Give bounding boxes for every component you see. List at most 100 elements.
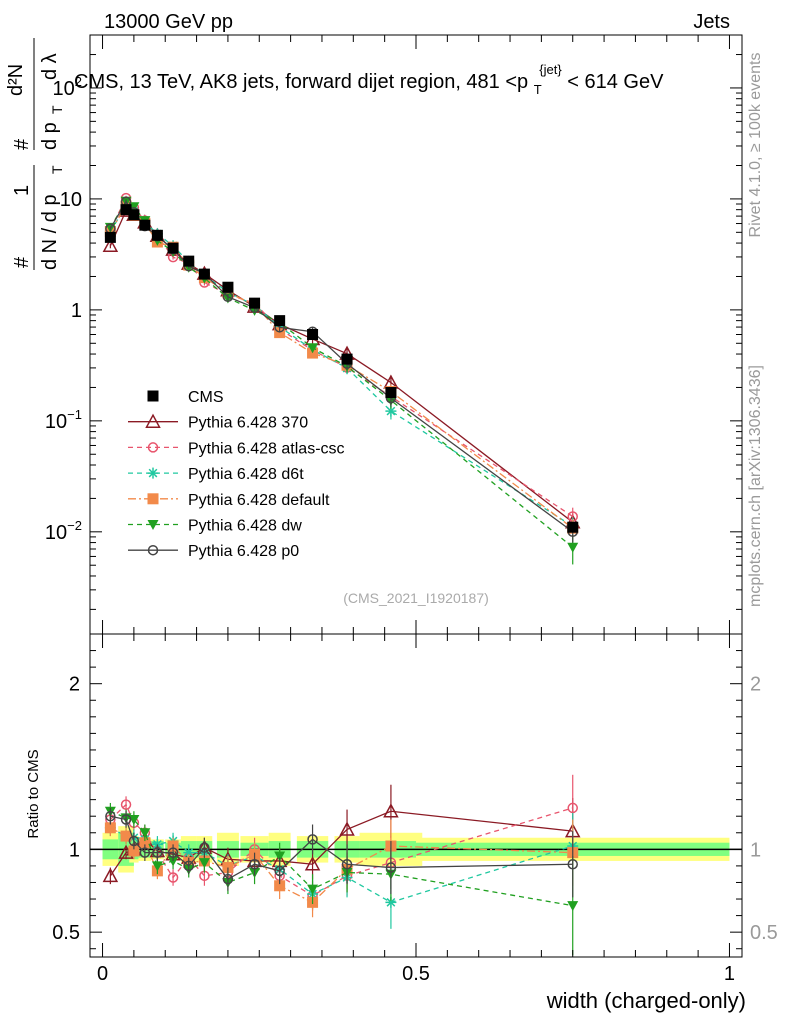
data-point — [128, 835, 140, 847]
data-point — [307, 343, 319, 354]
data-point — [274, 851, 286, 862]
legend-marker — [147, 442, 159, 453]
ratio-y-tick-label-right: 2 — [750, 674, 761, 696]
plot-title-sup: {jet} — [539, 62, 562, 77]
series-p0-ratio — [105, 807, 578, 898]
x-axis-label: width (charged-only) — [546, 988, 746, 1013]
y-tick-label-base: 10 — [45, 411, 67, 433]
legend-label: Pythia 6.428 d6t — [188, 466, 304, 483]
ratio-frame — [89, 633, 743, 958]
data-point — [120, 799, 132, 810]
legend-item-default: Pythia 6.428 default — [128, 492, 330, 509]
cms-data-point — [567, 521, 579, 533]
ylabel-hash-1: # — [11, 256, 33, 268]
ratio-y-tick-label-right: 1 — [750, 839, 761, 861]
ylabel-d2N: d²N — [5, 64, 27, 96]
cms-data-point — [104, 231, 116, 243]
series-cms-main — [104, 204, 579, 533]
data-point — [383, 803, 399, 818]
cms-data-point — [341, 353, 353, 365]
cms-data-point — [139, 219, 151, 231]
y-tick-label-base: 10 — [53, 78, 75, 100]
header-jets: Jets — [693, 11, 730, 33]
data-point — [102, 867, 119, 883]
cms-data-point — [183, 255, 195, 267]
cms-data-point — [249, 297, 261, 309]
data-point — [567, 901, 579, 912]
ratio-panel: 0.5 0.5 1 1 2 2 0 0.5 1 — [52, 35, 778, 985]
cms-data-point — [120, 204, 132, 216]
data-point — [151, 861, 163, 872]
plot-title: CMS, 13 TeV, AK8 jets, forward dijet reg… — [74, 57, 664, 99]
y-tick-label: 1 — [71, 300, 82, 322]
header-energy: 13000 GeV pp — [104, 11, 233, 33]
data-point — [139, 837, 151, 849]
data-point — [152, 847, 163, 858]
cms-data-point — [198, 268, 210, 280]
x-tick-label: 0.5 — [402, 963, 430, 985]
legend-label: CMS — [188, 389, 224, 406]
legend-item-atlas-csc: Pythia 6.428 atlas-csc — [128, 440, 345, 457]
data-point — [385, 862, 397, 873]
data-point — [102, 237, 119, 253]
plot-title-tail: < 614 GeV — [567, 71, 664, 93]
ylabel-dN-dp: d N / d p — [39, 194, 61, 270]
y-tick-label: 102 — [53, 74, 82, 100]
legend-marker — [145, 413, 161, 428]
legend-label: Pythia 6.428 370 — [188, 415, 308, 432]
y-tick-label-exp: −1 — [67, 407, 82, 422]
ylabel-T-1: T — [49, 165, 65, 174]
legend-marker — [147, 390, 159, 402]
legend-label: Pythia 6.428 default — [188, 492, 330, 509]
data-point — [567, 858, 578, 870]
plot-title-main: CMS, 13 TeV, AK8 jets, forward dijet reg… — [74, 71, 528, 93]
data-point-stroke — [184, 848, 194, 858]
data-point — [274, 327, 286, 339]
ratio-y-tick-label: 1 — [69, 839, 80, 861]
ratio-y-label: Ratio to CMS — [25, 749, 42, 838]
ratio-y-tick-label: 2 — [69, 674, 80, 696]
cms-data-point — [151, 229, 163, 241]
legend-marker — [147, 493, 159, 505]
legend-item-370: Pythia 6.428 370 — [128, 413, 308, 432]
ratio-y-tick-label-right: 0.5 — [750, 922, 778, 944]
legend-item-p0: Pythia 6.428 p0 — [128, 543, 299, 560]
mcplots-label: mcplots.cern.ch [arXiv:1306.3436] — [747, 365, 764, 607]
legend-item-dw: Pythia 6.428 dw — [128, 518, 302, 535]
analysis-tag: (CMS_2021_I1920187) — [343, 590, 489, 606]
series-line — [109, 205, 574, 527]
legend-marker — [147, 520, 159, 530]
data-point-stroke — [386, 406, 396, 416]
data-point — [167, 872, 179, 883]
data-point — [139, 828, 151, 839]
y-axis-label: # 1 d N / d p T # d²N d p T d λ — [5, 38, 65, 270]
data-point — [222, 873, 234, 885]
ylabel-one: 1 — [11, 185, 33, 196]
y-tick-label: 10−2 — [45, 518, 82, 544]
data-point — [249, 858, 260, 870]
rivet-label: Rivet 4.1.0, ≥ 100k events — [747, 53, 764, 238]
data-point — [167, 856, 179, 867]
legend-label: Pythia 6.428 atlas-csc — [188, 440, 345, 457]
data-point — [341, 858, 353, 870]
data-point — [104, 822, 116, 834]
ylabel-dp: d p — [39, 122, 61, 150]
ylabel-hash-2: # — [11, 138, 33, 150]
data-point — [120, 830, 132, 842]
legend-item-d6t: Pythia 6.428 d6t — [128, 466, 304, 483]
ylabel-T-2: T — [49, 105, 65, 114]
data-point — [199, 842, 210, 853]
cms-data-point — [167, 242, 179, 254]
y-tick-label: 10−1 — [45, 407, 82, 433]
y-tick-label-exp: −2 — [67, 518, 82, 533]
legend-label: Pythia 6.428 dw — [188, 518, 302, 535]
legend-item-CMS: CMS — [147, 389, 224, 406]
data-point — [307, 834, 318, 845]
data-point-stroke — [386, 897, 396, 907]
data-point — [567, 802, 578, 814]
data-point — [274, 865, 285, 877]
cms-data-point — [307, 329, 319, 340]
cms-data-point — [222, 281, 234, 293]
